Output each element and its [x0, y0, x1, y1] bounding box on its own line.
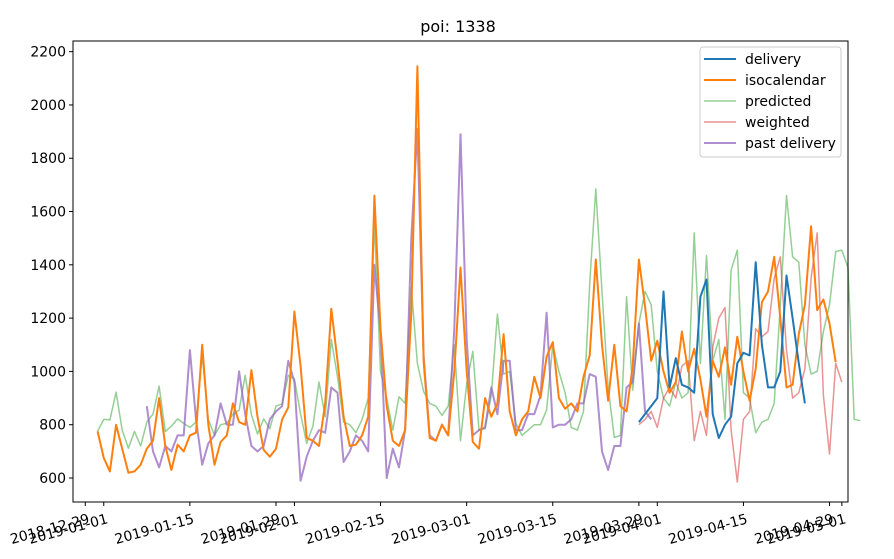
y-tick-label: 2000 [30, 98, 66, 114]
series-line-predicted [96, 188, 861, 449]
series-line-past-delivery [145, 127, 652, 482]
x-tick-label: 2019-03-01 [390, 511, 473, 548]
legend-label: delivery [745, 52, 801, 68]
y-tick-label: 800 [39, 418, 66, 434]
legend-box [699, 46, 842, 158]
plot-lines [96, 65, 861, 483]
series-line-weighted [638, 232, 843, 483]
series-line-isocalendar [96, 65, 837, 474]
legend-label: past delivery [745, 136, 836, 152]
legend-label: weighted [745, 115, 810, 131]
legend-label: predicted [745, 94, 811, 110]
x-tick-label: 2019-04-15 [667, 511, 750, 548]
series-line-delivery [638, 261, 806, 439]
y-axis: 600 800 1000 1200 1400 1600 1800 2000 2200 [30, 45, 73, 487]
y-tick-label: 600 [39, 471, 66, 487]
legend-label: isocalendar [745, 73, 826, 89]
y-tick-label: 1600 [30, 205, 66, 221]
legend: delivery isocalendar predicted weighted past… [699, 46, 842, 158]
y-tick-label: 1200 [30, 311, 66, 327]
y-tick-label: 2200 [30, 45, 66, 61]
y-tick-label: 1800 [30, 151, 66, 167]
x-tick-label: 2019-05-01 [765, 511, 848, 548]
y-tick-label: 1000 [30, 364, 66, 380]
x-tick-label: 2019-03-15 [476, 511, 559, 548]
x-tick-label: 2019-02-15 [304, 511, 387, 548]
chart-title: poi: 1338 [420, 17, 496, 36]
x-tick-label: 2019-01-15 [113, 511, 196, 548]
y-tick-label: 1400 [30, 258, 66, 274]
plot-frame [72, 40, 849, 503]
